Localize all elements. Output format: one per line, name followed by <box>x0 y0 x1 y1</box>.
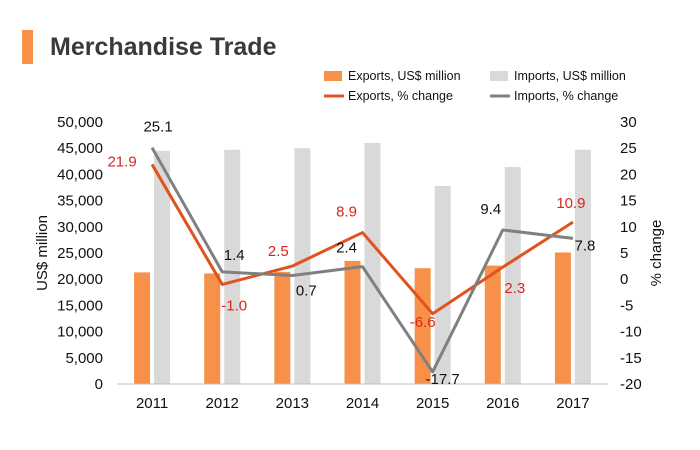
y-left-tick-label: 25,000 <box>57 245 103 262</box>
y-right-tick-label: 0 <box>620 271 628 288</box>
y-right-tick-label: 15 <box>620 193 637 210</box>
imports-bar <box>364 142 381 384</box>
legend-imports-bar-label: Imports, US$ million <box>514 69 626 83</box>
y-right-tick-label: -20 <box>620 376 642 393</box>
x-tick-label: 2013 <box>276 395 309 412</box>
imports-change-label: 1.4 <box>224 247 245 264</box>
exports-bar <box>134 272 151 384</box>
chart-title: Merchandise Trade <box>50 33 277 61</box>
imports-change-label: 9.4 <box>480 201 501 218</box>
exports-change-label: -6.6 <box>410 314 436 331</box>
y-left-axis-title: US$ million <box>34 215 51 291</box>
legend-imports-bar-swatch <box>490 71 508 81</box>
y-left-tick-label: 35,000 <box>57 193 103 210</box>
y-left-tick-label: 45,000 <box>57 140 103 157</box>
x-tick-label: 2016 <box>486 395 519 412</box>
legend-exports-bar-label: Exports, US$ million <box>348 69 461 83</box>
y-right-tick-label: 20 <box>620 166 637 183</box>
imports-change-label: 0.7 <box>296 283 317 300</box>
y-right-tick-label: 10 <box>620 219 637 236</box>
imports-bar <box>294 148 311 384</box>
exports-change-label: 21.9 <box>107 153 136 170</box>
exports-change-label: 2.5 <box>268 243 289 260</box>
y-right-tick-label: -15 <box>620 350 642 367</box>
exports-change-label: 10.9 <box>556 195 585 212</box>
imports-bar <box>154 150 171 384</box>
exports-bar <box>204 273 221 384</box>
imports-bar <box>504 167 521 384</box>
x-tick-label: 2012 <box>206 395 239 412</box>
x-tick-label: 2011 <box>136 395 168 412</box>
legend-exports-bar-swatch <box>324 71 342 81</box>
y-left-tick-label: 15,000 <box>57 297 103 314</box>
y-left-tick-label: 20,000 <box>57 271 103 288</box>
exports-bar <box>274 271 291 384</box>
exports-bar <box>344 260 361 384</box>
y-left-tick-label: 40,000 <box>57 166 103 183</box>
title-accent-bar <box>22 30 33 64</box>
imports-bar <box>574 149 591 384</box>
x-tick-label: 2014 <box>346 395 379 412</box>
imports-bar <box>434 185 451 384</box>
imports-change-label: 7.8 <box>574 237 595 254</box>
y-right-tick-label: 5 <box>620 245 628 262</box>
exports-change-label: 2.3 <box>504 280 525 297</box>
legend-imports-line-label: Imports, % change <box>514 89 618 103</box>
exports-bar <box>554 252 571 384</box>
imports-change-label: -17.7 <box>426 371 460 388</box>
legend-exports-line-label: Exports, % change <box>348 89 453 103</box>
y-left-tick-label: 50,000 <box>57 114 103 131</box>
x-tick-label: 2015 <box>416 395 449 412</box>
x-tick-label: 2017 <box>556 395 589 412</box>
y-right-axis-title: % change <box>648 220 665 287</box>
exports-bar <box>484 265 501 384</box>
imports-change-label: 2.4 <box>336 240 357 257</box>
y-right-tick-label: -5 <box>620 297 633 314</box>
y-left-tick-label: 0 <box>95 376 103 393</box>
exports-change-label: 8.9 <box>336 204 357 221</box>
imports-bar <box>224 149 241 384</box>
exports-change-label: -1.0 <box>221 297 247 314</box>
y-right-tick-label: -10 <box>620 324 642 341</box>
imports-change-line <box>150 146 574 374</box>
y-left-tick-label: 30,000 <box>57 219 103 236</box>
imports-change-label: 25.1 <box>143 119 172 136</box>
y-right-tick-label: 30 <box>620 114 637 131</box>
y-right-tick-label: 25 <box>620 140 637 157</box>
y-left-tick-label: 5,000 <box>65 350 103 367</box>
y-left-tick-label: 10,000 <box>57 324 103 341</box>
exports-change-line <box>150 163 574 316</box>
